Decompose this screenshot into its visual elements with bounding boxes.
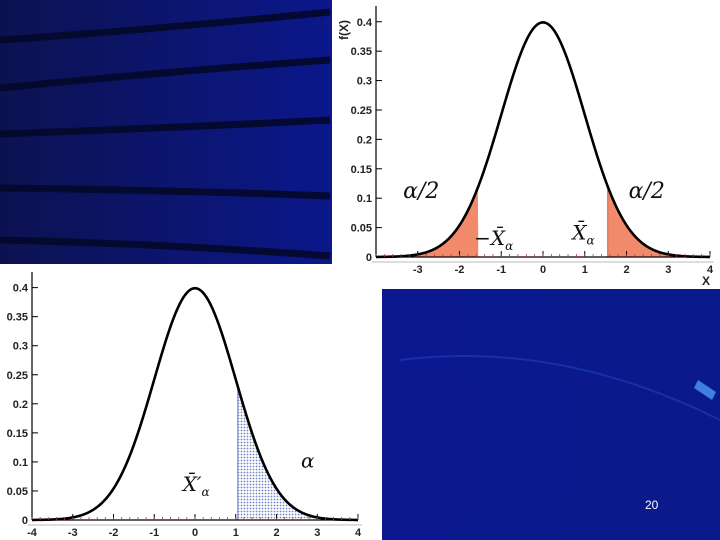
x-tick-label: -2 xyxy=(455,264,465,276)
x-tick-label: 2 xyxy=(273,527,279,539)
y-tick-label: 0.35 xyxy=(351,46,372,58)
x-tick-label: 0 xyxy=(192,527,198,539)
one-tailed-chart: -4 -3 -2 -1 0 1 2 3 4 0 0.05 0.1 0.15 0.2 0.25 0.3 0.35 0… xyxy=(7,272,362,539)
y-tick-label: 0.1 xyxy=(357,193,372,205)
two-tailed-chart: -3 -2 -1 0 1 2 3 4 0 0.05 0.1 0.15 0.2 0.25 0.3 0.35 0.4… xyxy=(337,6,714,288)
density-curve xyxy=(375,21,711,259)
x-tick-label: 4 xyxy=(355,527,362,539)
x-tick-label: 3 xyxy=(314,527,320,539)
background-arc xyxy=(399,355,720,421)
background-glint xyxy=(694,380,716,400)
y-tick-label: 0.15 xyxy=(7,428,28,440)
y-tick-label: 0.25 xyxy=(7,370,28,382)
y-tick-label: 0.25 xyxy=(351,105,372,117)
y-tick-label: 0.3 xyxy=(13,341,28,353)
x-tick-label: -1 xyxy=(496,264,506,276)
x-tick-label: -3 xyxy=(413,264,423,276)
right-cutoff-label: X̄α xyxy=(570,220,594,248)
x-tick-label: 2 xyxy=(623,264,629,276)
y-tick-label: 0 xyxy=(366,252,372,264)
background-streaks xyxy=(0,8,331,260)
shaded-region-1 xyxy=(376,187,479,257)
y-tick-label: 0.2 xyxy=(13,399,28,411)
tail-label: α xyxy=(301,449,315,473)
y-tick-label: 0.4 xyxy=(13,283,29,295)
page-number: 20 xyxy=(645,498,659,512)
x-tick-label: -3 xyxy=(68,527,78,539)
x-tick-label: 1 xyxy=(582,264,588,276)
y-tick-label: 0.2 xyxy=(357,134,372,146)
y-tick-label: 0.1 xyxy=(13,457,28,469)
y-tick-label: 0.35 xyxy=(7,312,28,324)
left-tail-label: α/2 xyxy=(403,179,439,204)
y-tick-label: 0.05 xyxy=(7,486,28,498)
two-tailed-chart-panel: -3 -2 -1 0 1 2 3 4 0 0.05 0.1 0.15 0.2 0.25 0.3 0.35 0.4… xyxy=(332,0,720,289)
x-axis-title: X xyxy=(702,274,710,288)
x-tick-label: 3 xyxy=(665,264,671,276)
y-axis-title: f(X) xyxy=(337,20,351,40)
shaded-region-1 xyxy=(237,386,358,520)
x-tick-label: -1 xyxy=(149,527,159,539)
x-tick-label: 4 xyxy=(707,264,714,276)
y-tick-label: 0.15 xyxy=(351,164,372,176)
shaded-region-2 xyxy=(607,186,710,257)
x-tick-label: -4 xyxy=(27,527,38,539)
y-tick-label: 0.4 xyxy=(357,17,373,29)
cutoff-label: X̄′α xyxy=(181,471,210,499)
left-cutoff-label: −X̄α xyxy=(474,226,513,254)
x-tick-label: 1 xyxy=(233,527,239,539)
right-tail-label: α/2 xyxy=(629,179,665,204)
x-tick-label: 0 xyxy=(540,264,546,276)
y-tick-label: 0 xyxy=(22,515,28,527)
one-tailed-chart-panel: -4 -3 -2 -1 0 1 2 3 4 0 0.05 0.1 0.15 0.2 0.25 0.3 0.35 0… xyxy=(0,264,382,540)
x-tick-label: -2 xyxy=(109,527,119,539)
y-tick-label: 0.05 xyxy=(351,223,372,235)
density-curve xyxy=(32,286,358,522)
y-tick-label: 0.3 xyxy=(357,76,372,88)
